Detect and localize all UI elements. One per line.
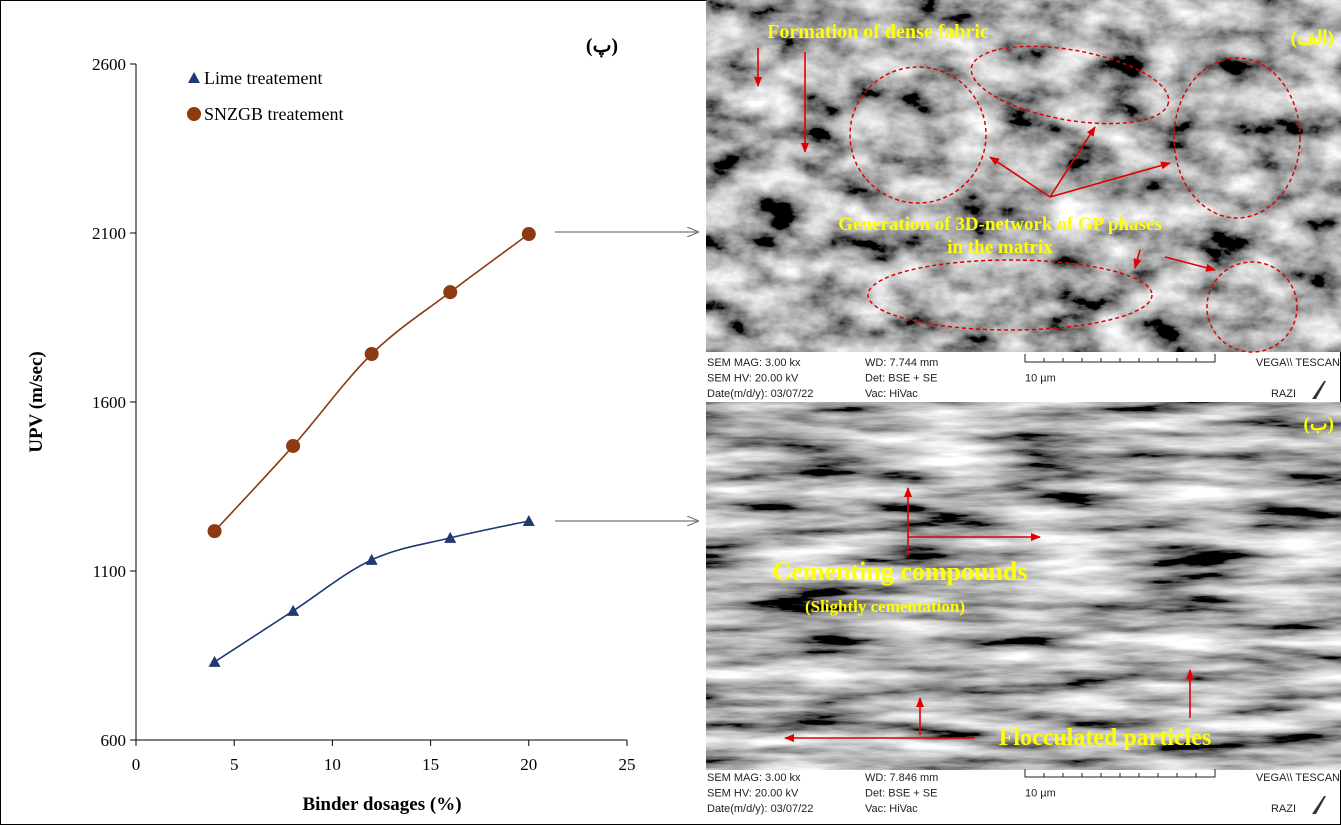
info-text: RAZI xyxy=(1271,803,1296,815)
data-point xyxy=(522,514,535,526)
arrow xyxy=(1049,126,1096,198)
sem-image xyxy=(706,0,1341,352)
annotation: Cementing compounds xyxy=(773,557,1028,586)
y-tick-label: 1600 xyxy=(92,393,126,412)
annotation: (Slightly cementation) xyxy=(805,597,965,616)
info-text: Det: BSE + SE xyxy=(865,373,937,385)
y-axis-label: UPV (m/sec) xyxy=(26,351,47,452)
data-point xyxy=(364,347,379,362)
info-text: SEM MAG: 3.00 kx xyxy=(707,772,801,784)
panel-label: (ب) xyxy=(1303,414,1334,435)
info-text: WD: 7.744 mm xyxy=(865,357,938,369)
trend-line xyxy=(214,520,529,663)
sem-panel: Cementing compounds (Slightly cementatio… xyxy=(706,402,1341,770)
info-text: Vac: HiVac xyxy=(865,388,918,400)
trend-line xyxy=(213,233,530,532)
arrow xyxy=(1049,161,1171,198)
legend-label: Lime treatement xyxy=(204,68,322,88)
info-text: 10 µm xyxy=(1025,373,1056,385)
data-point xyxy=(208,655,221,667)
y-tick-label: 2600 xyxy=(92,55,126,74)
annotation: in the matrix xyxy=(947,237,1053,258)
x-tick-label: 25 xyxy=(619,755,636,774)
sem-info: SEM MAG: 3.00 kx WD: 7.744 mm VEGA\\ TESCA… xyxy=(707,354,1340,400)
arrow xyxy=(1164,256,1216,272)
logo xyxy=(1312,796,1326,814)
arrow xyxy=(989,156,1051,198)
info-text: VEGA\\ TESCAN xyxy=(1256,357,1340,369)
info-text: VEGA\\ TESCAN xyxy=(1256,772,1340,784)
annotation: Flocculated particles xyxy=(999,725,1212,751)
x-axis-label: Binder dosages (%) xyxy=(302,794,461,815)
annotation: Generation of 3D-network of GP phases xyxy=(838,214,1162,235)
info-text: Date(m/d/y): 03/07/22 xyxy=(707,388,813,400)
highlight xyxy=(970,45,1170,125)
legend-marker xyxy=(187,107,201,121)
x-tick-label: 5 xyxy=(230,755,239,774)
sem-panel: Formation of dense fabric Generation of … xyxy=(706,0,1341,353)
annotation: Formation of dense fabric xyxy=(767,21,989,43)
info-text: Det: BSE + SE xyxy=(865,788,937,800)
sem-image xyxy=(706,402,1341,770)
logo xyxy=(1312,381,1326,399)
highlight xyxy=(849,66,987,204)
info-text: SEM HV: 20.00 kV xyxy=(707,788,799,800)
arrow xyxy=(1133,249,1142,269)
info-text: Date(m/d/y): 03/07/22 xyxy=(707,803,813,815)
legend-label: SNZGB treatement xyxy=(204,104,343,124)
info-text: RAZI xyxy=(1271,388,1296,400)
panel-label: (پ) xyxy=(586,35,618,57)
y-tick-label: 2100 xyxy=(92,224,126,243)
data-point xyxy=(365,553,378,565)
legend-marker xyxy=(188,72,200,83)
data-point xyxy=(521,227,536,242)
data-point xyxy=(286,438,301,453)
info-text: 10 µm xyxy=(1025,788,1056,800)
x-tick-label: 20 xyxy=(520,755,537,774)
data-point xyxy=(287,604,300,616)
sem-info: SEM MAG: 3.00 kx WD: 7.846 mm VEGA\\ TESCA… xyxy=(707,769,1340,815)
y-tick-label: 1100 xyxy=(93,562,126,581)
info-text: SEM MAG: 3.00 kx xyxy=(707,357,801,369)
highlight xyxy=(867,259,1153,331)
data-point xyxy=(444,531,457,543)
info-text: WD: 7.846 mm xyxy=(865,772,938,784)
x-tick-label: 15 xyxy=(422,755,439,774)
data-point xyxy=(443,285,458,300)
info-text: Vac: HiVac xyxy=(865,803,918,815)
x-tick-label: 0 xyxy=(132,755,141,774)
panel-label: (الف) xyxy=(1291,28,1334,49)
highlight xyxy=(1206,261,1298,353)
x-tick-label: 10 xyxy=(324,755,341,774)
chart: (پ) Binder dosages (%) UPV (m/sec) 600 11… xyxy=(26,35,636,815)
highlight xyxy=(1173,57,1301,219)
info-text: SEM HV: 20.00 kV xyxy=(707,373,799,385)
data-point xyxy=(207,524,222,539)
y-tick-label: 600 xyxy=(101,731,127,750)
